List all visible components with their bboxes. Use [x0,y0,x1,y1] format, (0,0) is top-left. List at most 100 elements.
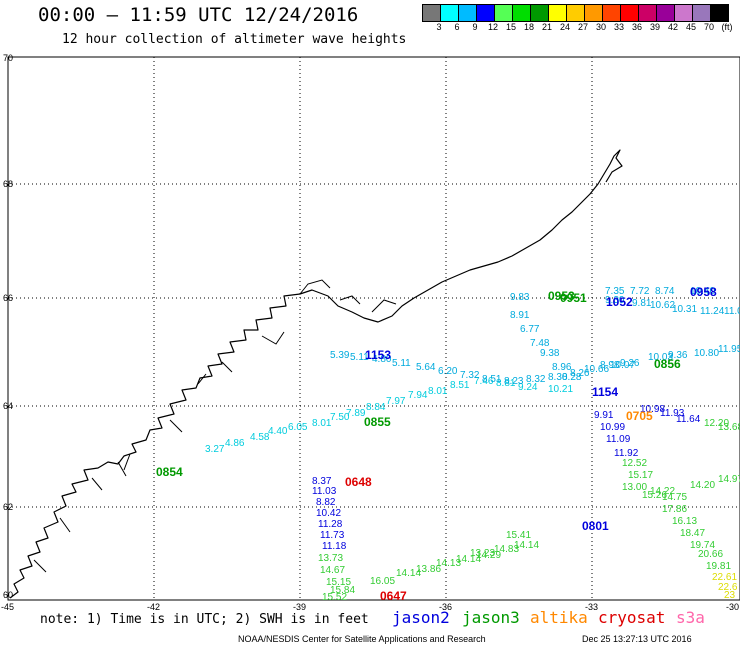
wave-height-value: 7.32 [460,370,480,381]
wave-height-value: 7.50 [330,412,350,423]
wave-height-value: 14.14 [514,540,539,551]
wave-height-value: 14.14 [396,568,421,579]
pass-time-stamp: 1052 [606,295,633,309]
lat-label-60: 60 [3,590,13,600]
wave-height-value: 11.18 [322,541,347,552]
wave-height-value: 9.91 [594,410,614,421]
wave-height-value: 16.13 [672,516,697,527]
color-scale-label: 18 [523,22,535,32]
wave-height-tracks: 3.274.864.584.40 6.05 8.017.507.898.847.97… [205,286,740,603]
wave-height-value: 11.92 [614,448,639,459]
wave-height-value: 7.72 [630,286,650,297]
pass-time-stamp: 0647 [380,589,407,603]
lat-label-68: 68 [3,179,13,189]
wave-height-value: 19.74 [690,540,715,551]
wave-height-value: 8.81 [496,378,516,389]
legend-altika: altika [530,608,588,627]
wave-height-value: 6.20 [438,366,458,377]
wave-height-value: 15.84 [330,585,355,596]
pass-time-stamp: 1153 [365,348,391,362]
wave-height-value: 9.26 [620,358,640,369]
wave-height-value: 15.26 [642,490,667,501]
lon-label-33: -33 [585,602,598,612]
wave-height-value: 5.11 [350,352,369,363]
wave-height-value: 7.46 [474,376,494,387]
color-scale-label: 6 [454,22,460,32]
wave-height-value: 7.94 [408,390,428,401]
wave-height-value: 9.83 [510,292,530,303]
pass-time-stamp: 0801 [582,519,609,533]
map-frame [7,56,740,601]
color-scale-label: 36 [631,22,643,32]
wave-height-value: 17.86 [662,504,687,515]
color-scale-label: 9 [472,22,478,32]
wave-height-value: 13.86 [416,564,441,575]
wave-height-value: 11.64 [676,414,701,425]
wave-height-value: 4.86 [225,438,245,449]
wave-height-value: 22.61 [712,572,737,583]
wave-height-value: 4.80 [372,354,392,365]
lon-label-42: -42 [147,602,160,612]
wave-height-value: 8.84 [366,402,386,413]
credit-text: NOAA/NESDIS Center for Satellite Applica… [238,634,486,644]
color-scale-label: 27 [577,22,589,32]
legend-jason3: jason3 [462,608,520,627]
pass-time-stamp: 0854 [156,465,183,479]
wave-height-value: 10.42 [316,508,341,519]
wave-height-value: 10.40 [690,286,715,297]
wave-height-value: 10.66 [584,364,609,375]
wave-height-value: 4.40 [268,426,288,437]
color-scale-label: 45 [685,22,697,32]
lat-label-66: 66 [3,293,13,303]
wave-height-value: 8.37 [312,476,332,487]
wave-height-value: 7.48 [530,338,550,349]
wave-height-value: 11.24 [700,306,725,317]
wave-height-value: 20.66 [698,549,723,560]
lon-label-45: -45 [1,602,14,612]
wave-height-value: 5.39 [330,350,350,361]
legend-jason2: jason2 [392,608,450,627]
color-scale-label: 3 [436,22,442,32]
wave-height-value: 8.23 [504,376,524,387]
map-subtitle: 12 hour collection of altimeter wave hei… [62,32,407,47]
wave-height-value: 13.68 [718,422,740,433]
wave-height-value: 11.93 [660,408,685,419]
wave-height-value: 8.30 [548,372,568,383]
color-scale-label: 30 [595,22,607,32]
color-scale-label: 33 [613,22,625,32]
wave-height-value: 8.74 [655,286,675,297]
wave-height-value: 5.11 [392,358,411,369]
wave-height-value: 8.32 [526,374,546,385]
wave-height-value: 5.64 [416,362,436,373]
wave-height-value: 8.96 [552,362,572,373]
wave-height-value: 15.15 [326,577,351,588]
wave-height-value: 8.82 [316,497,336,508]
wave-height-value: 3.27 [205,444,225,455]
lon-label-30: -30 [726,602,739,612]
color-scale-label: 70 [703,22,715,32]
wave-height-value: 14.83 [494,544,519,555]
wave-height-value: 16.05 [370,576,395,587]
wave-height-value: 23 [724,590,736,601]
color-scale-label: 12 [487,22,499,32]
pass-time-stamp: 0855 [364,415,391,429]
legend-s3a: s3a [676,608,705,627]
wave-height-value: 13.23 [470,548,495,559]
wave-height-value: 9.30 [605,295,625,306]
wave-height-value: 8.01 [428,386,448,397]
wave-height-value: 7.97 [386,396,406,407]
pass-time-stamp: 0953 [548,289,575,303]
wave-height-value: 14.20 [690,480,715,491]
wave-height-value: 18.47 [680,528,705,539]
pass-time-stamp: 0648 [345,475,372,489]
color-scale [422,4,729,22]
legend-cryosat: cryosat [598,608,666,627]
wave-height-value: 14.67 [320,565,345,576]
wave-height-value: 15.17 [628,470,653,481]
wave-height-value: 15.52 [322,592,347,603]
pass-time-stamp: 1154 [592,385,618,399]
wave-height-value: 7.35 [605,286,625,297]
wave-height-value: 9.81 [632,298,652,309]
lon-label-36: -36 [439,602,452,612]
